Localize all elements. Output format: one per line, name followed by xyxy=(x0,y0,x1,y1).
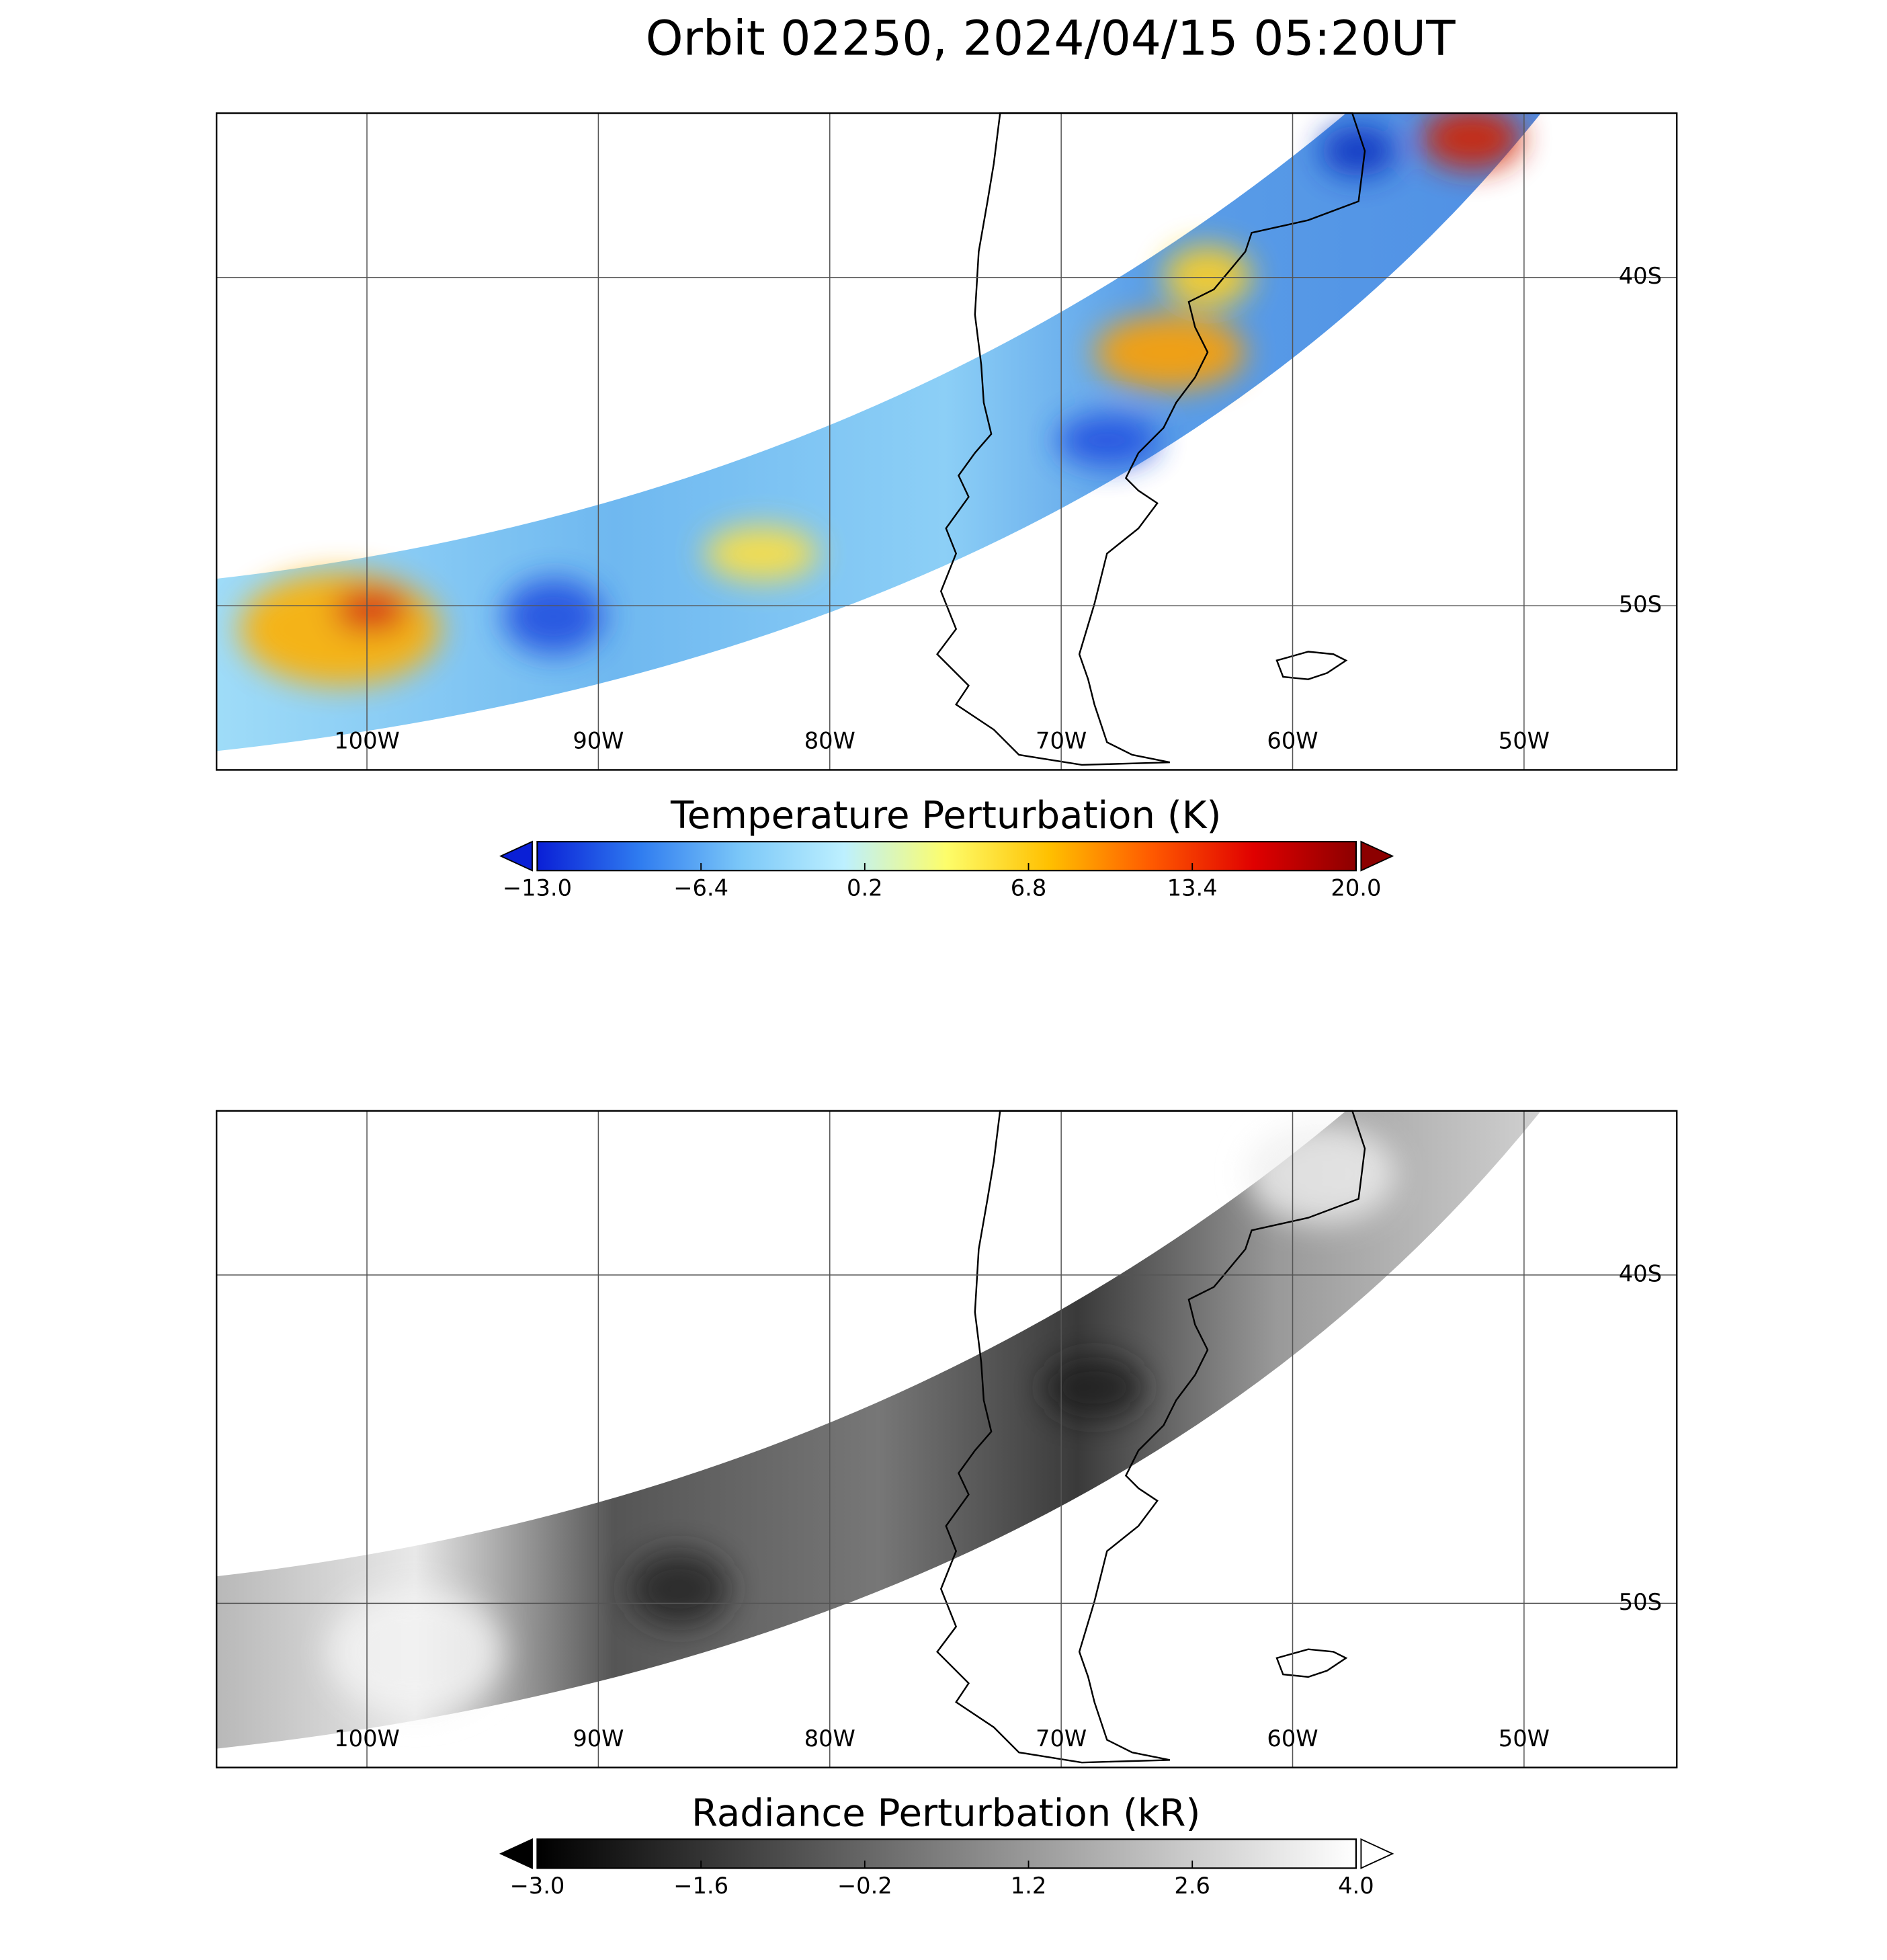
map-panel: 100W 90W 80W 70W 60W 50W 40S 50S xyxy=(215,112,1678,771)
colorbar-tick-label: −3.0 xyxy=(510,1873,565,1899)
x-tick-label: 90W xyxy=(573,1725,624,1752)
colorbar xyxy=(536,840,1357,872)
colorbar-label: Temperature Perturbation (K) xyxy=(670,794,1221,838)
colorbar-tick-label: 4.0 xyxy=(1338,1873,1374,1899)
x-tick-label: 50W xyxy=(1499,1725,1550,1752)
x-tick-label: 80W xyxy=(804,728,855,754)
colorbar-tick-label: −13.0 xyxy=(503,875,572,901)
y-tick-label: 50S xyxy=(1619,591,1662,618)
coastline xyxy=(936,1110,1366,1764)
colorbar-tick-label: −0.2 xyxy=(837,1873,892,1899)
x-tick-label: 70W xyxy=(1036,728,1087,754)
map-frame xyxy=(215,112,1678,771)
colorbar-over xyxy=(1360,840,1394,872)
colorbar-tick-label: 20.0 xyxy=(1331,875,1381,901)
colorbar xyxy=(536,1838,1357,1869)
x-tick-label: 50W xyxy=(1499,728,1550,754)
map-frame xyxy=(215,1110,1678,1768)
x-tick-label: 60W xyxy=(1267,1725,1318,1752)
x-tick-label: 90W xyxy=(573,728,624,754)
x-tick-label: 80W xyxy=(804,1725,855,1752)
colorbar-tick-label: 1.2 xyxy=(1011,1873,1047,1899)
colorbar-label: Radiance Perturbation (kR) xyxy=(691,1791,1200,1835)
swath xyxy=(216,113,1542,751)
x-tick-label: 100W xyxy=(334,1725,400,1752)
colorbar-tick-label: −6.4 xyxy=(673,875,728,901)
map-panel: 100W 90W 80W 70W 60W 50W 40S 50S xyxy=(215,1110,1678,1768)
x-tick-label: 60W xyxy=(1267,728,1318,754)
figure-title: Orbit 02250, 2024/04/15 05:20UT xyxy=(646,10,1456,66)
y-tick-label: 50S xyxy=(1619,1589,1662,1615)
coastline xyxy=(936,112,1366,766)
swath xyxy=(216,1110,1542,1749)
colorbar-over xyxy=(1360,1838,1394,1869)
colorbar-under xyxy=(499,840,533,872)
y-tick-label: 40S xyxy=(1619,263,1662,289)
colorbar-tick-label: 6.8 xyxy=(1011,875,1047,901)
colorbar-tick-label: −1.6 xyxy=(673,1873,728,1899)
x-tick-label: 70W xyxy=(1036,1725,1087,1752)
colorbar-tick-label: 2.6 xyxy=(1174,1873,1210,1899)
y-tick-label: 40S xyxy=(1619,1260,1662,1287)
colorbar-tick-label: 0.2 xyxy=(847,875,883,901)
x-tick-label: 100W xyxy=(334,728,400,754)
colorbar-under xyxy=(499,1838,533,1869)
colorbar-tick-label: 13.4 xyxy=(1167,875,1218,901)
